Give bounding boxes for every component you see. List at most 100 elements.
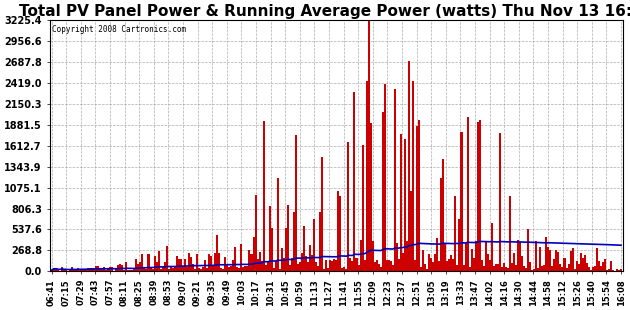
Bar <box>447 261 449 271</box>
Bar <box>190 257 192 271</box>
Bar <box>299 263 301 271</box>
Bar <box>236 267 238 271</box>
Bar <box>491 223 493 271</box>
Bar <box>571 248 573 271</box>
Bar <box>509 196 511 271</box>
Bar <box>69 270 71 271</box>
Bar <box>103 267 105 271</box>
Bar <box>62 270 65 271</box>
Bar <box>212 265 214 271</box>
Bar <box>580 253 581 271</box>
Bar <box>414 260 416 271</box>
Bar <box>434 254 436 271</box>
Bar <box>543 265 546 271</box>
Bar <box>444 244 447 271</box>
Bar <box>224 257 226 271</box>
Bar <box>449 259 450 271</box>
Bar <box>222 269 224 271</box>
Bar <box>139 262 142 271</box>
Bar <box>525 268 527 271</box>
Bar <box>186 267 188 271</box>
Bar <box>372 241 374 271</box>
Bar <box>109 267 111 271</box>
Bar <box>162 267 164 271</box>
Bar <box>265 265 266 271</box>
Bar <box>79 269 81 271</box>
Bar <box>156 262 158 271</box>
Bar <box>202 267 204 271</box>
Bar <box>105 270 107 271</box>
Bar <box>188 253 190 271</box>
Bar <box>353 91 355 271</box>
Bar <box>390 261 392 271</box>
Bar <box>345 269 347 271</box>
Bar <box>335 260 337 271</box>
Bar <box>55 268 57 271</box>
Bar <box>396 242 398 271</box>
Bar <box>91 268 93 271</box>
Bar <box>73 270 75 271</box>
Bar <box>408 61 410 271</box>
Bar <box>507 268 509 271</box>
Bar <box>158 251 159 271</box>
Bar <box>546 237 547 271</box>
Bar <box>129 270 131 271</box>
Bar <box>277 179 278 271</box>
Bar <box>291 258 293 271</box>
Bar <box>178 259 180 271</box>
Bar <box>208 254 210 271</box>
Bar <box>503 263 505 271</box>
Bar <box>382 112 384 271</box>
Bar <box>99 269 101 271</box>
Bar <box>558 252 559 271</box>
Bar <box>566 268 568 271</box>
Bar <box>52 268 55 271</box>
Bar <box>182 266 184 271</box>
Bar <box>380 267 382 271</box>
Bar <box>367 20 370 271</box>
Bar <box>261 261 263 271</box>
Bar <box>295 135 297 271</box>
Bar <box>392 265 394 271</box>
Bar <box>590 270 592 271</box>
Bar <box>424 264 426 271</box>
Bar <box>365 81 367 271</box>
Bar <box>232 260 234 271</box>
Bar <box>418 120 420 271</box>
Bar <box>287 205 289 271</box>
Bar <box>457 265 459 271</box>
Bar <box>154 256 156 271</box>
Bar <box>341 268 343 271</box>
Bar <box>127 270 129 271</box>
Bar <box>398 259 400 271</box>
Bar <box>598 261 600 271</box>
Bar <box>246 266 248 271</box>
Bar <box>164 262 166 271</box>
Bar <box>521 256 523 271</box>
Bar <box>536 241 537 271</box>
Bar <box>602 262 604 271</box>
Bar <box>487 254 489 271</box>
Bar <box>517 240 519 271</box>
Bar <box>593 266 596 271</box>
Bar <box>266 262 268 271</box>
Bar <box>537 268 539 271</box>
Bar <box>527 229 529 271</box>
Bar <box>149 268 152 271</box>
Bar <box>81 269 83 271</box>
Bar <box>255 195 256 271</box>
Bar <box>432 262 434 271</box>
Bar <box>531 269 533 271</box>
Bar <box>273 268 275 271</box>
Bar <box>493 266 495 271</box>
Bar <box>464 243 467 271</box>
Bar <box>588 268 590 271</box>
Bar <box>283 258 285 271</box>
Bar <box>198 268 200 271</box>
Bar <box>375 260 378 271</box>
Bar <box>97 266 99 271</box>
Bar <box>541 266 543 271</box>
Bar <box>610 261 612 271</box>
Bar <box>400 134 402 271</box>
Bar <box>388 259 390 271</box>
